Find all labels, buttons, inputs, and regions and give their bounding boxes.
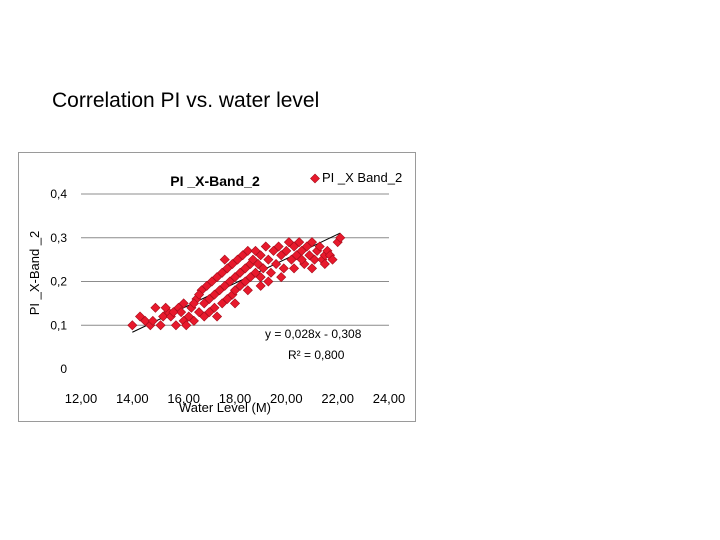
x-tick-label: 24,00 [373, 391, 406, 406]
legend-marker [310, 173, 320, 184]
data-point [263, 254, 274, 265]
trend-r2: R² = 0,800 [288, 348, 345, 362]
legend: PI _X Band_2 [310, 170, 402, 185]
data-point [281, 245, 292, 256]
y-tick-label: 0 [60, 362, 67, 376]
data-point [314, 241, 325, 252]
data-point [271, 258, 282, 270]
data-point [176, 307, 187, 318]
chart-svg: PI _X-Band_2 0 0,1 0,2 0,3 0,4 12,00 14,00 16,… [27, 170, 406, 415]
data-point [170, 320, 181, 331]
data-point [247, 254, 258, 265]
data-point [194, 289, 205, 300]
data-point [155, 320, 166, 331]
data-point [327, 254, 338, 265]
data-point [319, 258, 330, 270]
data-point [135, 311, 146, 322]
data-point [127, 320, 138, 331]
slide-title: Correlation PI vs. water level [52, 89, 320, 112]
data-point [283, 237, 294, 248]
data-point [258, 263, 269, 274]
data-point [335, 232, 346, 243]
data-point [242, 285, 253, 296]
data-point [296, 254, 307, 265]
data-point [294, 237, 305, 248]
trend-equation: y = 0,028x - 0,308 [265, 327, 362, 341]
data-point [260, 241, 271, 252]
data-point [212, 311, 223, 322]
x-tick-label: 18,00 [219, 391, 252, 406]
data-point [194, 307, 205, 318]
x-tick-label: 20,00 [270, 391, 303, 406]
data-point [178, 298, 189, 309]
data-point [209, 302, 220, 313]
data-point [289, 263, 300, 274]
data-point [276, 272, 287, 283]
data-point [168, 307, 179, 318]
x-tick-label: 12,00 [65, 391, 98, 406]
data-point [188, 298, 199, 309]
data-point [273, 241, 284, 252]
data-point [181, 320, 192, 331]
legend-label: PI _X Band_2 [322, 170, 402, 185]
x-tick-label: 22,00 [321, 391, 354, 406]
chart-figure: PI _X-Band_2 0 0,1 0,2 0,3 0,4 12,00 14,00 16,… [18, 152, 416, 422]
data-point [306, 237, 318, 248]
chart-title: PI _X-Band_2 [170, 173, 260, 189]
data-point [219, 254, 230, 265]
y-tick-label: 0,4 [50, 187, 67, 201]
x-tick-labels: 12,00 14,00 16,00 18,00 20,00 22,00 24,00 [65, 391, 406, 406]
data-point [242, 245, 253, 256]
data-point [160, 302, 171, 313]
data-point [255, 250, 266, 261]
x-tick-label: 16,00 [167, 391, 200, 406]
y-tick-labels: 0 0,1 0,2 0,3 0,4 [50, 187, 67, 376]
data-point [306, 263, 318, 274]
y-tick-label: 0,2 [50, 275, 67, 289]
data-point [309, 254, 320, 265]
data-point [229, 298, 241, 309]
data-point [150, 302, 161, 313]
data-point [265, 267, 276, 278]
data-points [127, 232, 346, 331]
x-tick-label: 14,00 [116, 391, 149, 406]
data-point [255, 280, 266, 291]
data-point [183, 311, 194, 322]
y-tick-label: 0,1 [50, 318, 67, 332]
y-tick-label: 0,3 [50, 231, 67, 245]
data-point [188, 315, 199, 326]
data-point [263, 276, 274, 287]
x-axis-label: Water Level (M) [179, 400, 271, 415]
data-point [278, 263, 289, 274]
data-point [147, 315, 158, 326]
y-axis-label: PI _X-Band _2 [27, 231, 42, 316]
